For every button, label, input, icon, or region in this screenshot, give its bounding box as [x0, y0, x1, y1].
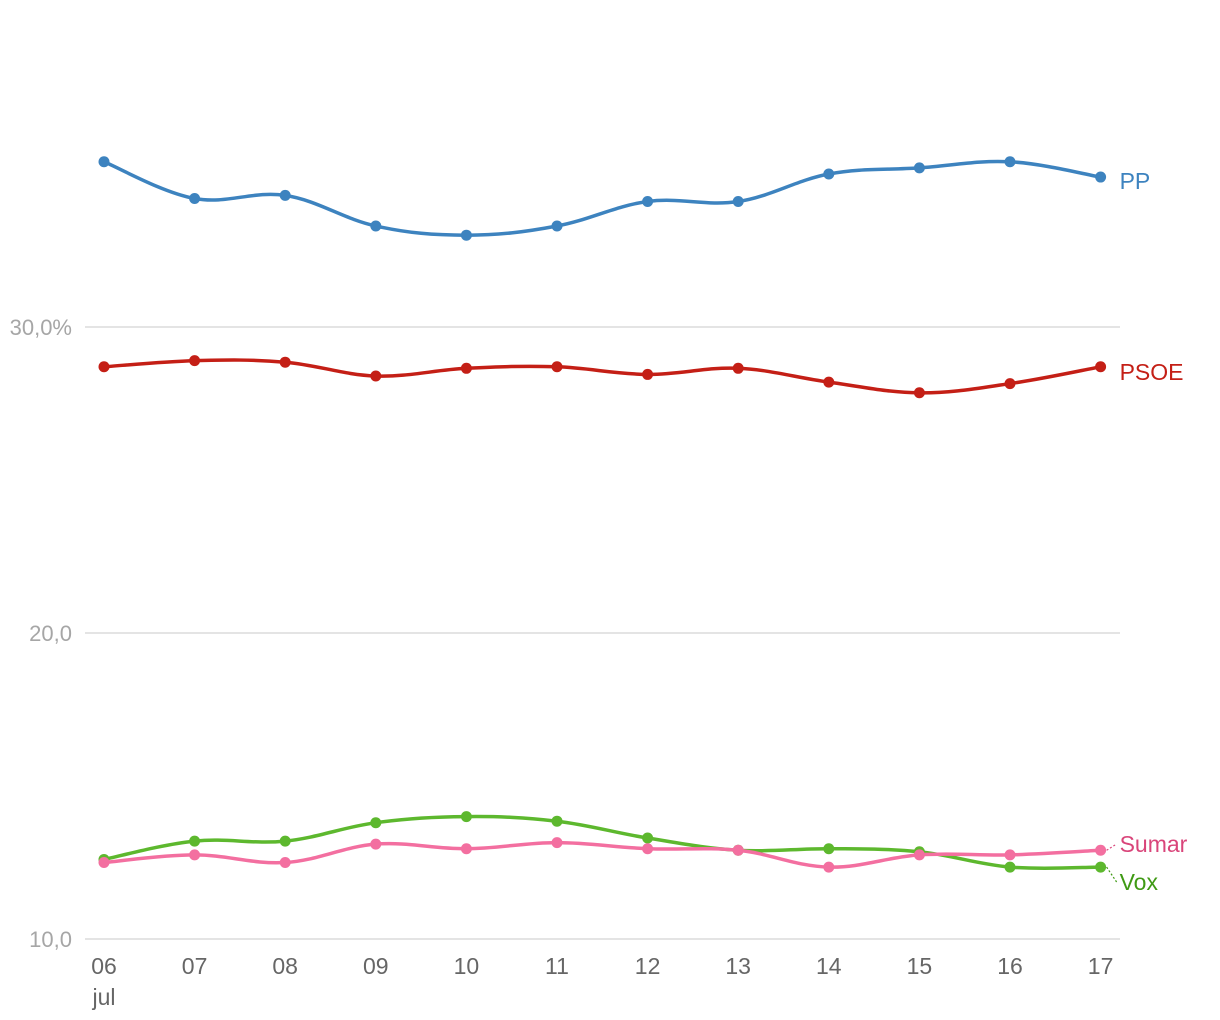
series-vox — [98, 811, 1107, 873]
series-sumar — [98, 837, 1107, 873]
data-point-sumar[interactable] — [279, 857, 291, 868]
data-point-psoe[interactable] — [189, 355, 201, 367]
data-point-psoe[interactable] — [823, 376, 835, 388]
data-point-psoe[interactable] — [98, 361, 110, 373]
data-point-pp[interactable] — [642, 196, 654, 208]
x-tick-sublabel: jul — [91, 984, 115, 1010]
series-label-sumar: Sumar — [1120, 831, 1188, 857]
series-label-vox: Vox — [1120, 869, 1159, 895]
data-point-sumar[interactable] — [98, 857, 110, 868]
data-point-pp[interactable] — [823, 168, 835, 180]
x-tick-label: 07 — [182, 953, 208, 979]
data-point-sumar[interactable] — [370, 838, 382, 850]
data-point-pp[interactable] — [1095, 171, 1107, 183]
data-point-pp[interactable] — [189, 192, 201, 204]
data-point-vox[interactable] — [1004, 861, 1016, 873]
data-point-sumar[interactable] — [460, 843, 472, 855]
series-line-sumar — [102, 840, 1103, 869]
y-axis-ticks: 10,0 20,0 30,0% — [10, 315, 72, 952]
data-point-psoe[interactable] — [913, 387, 925, 399]
x-tick-label: 13 — [725, 953, 751, 979]
data-point-psoe[interactable] — [279, 356, 291, 368]
data-point-vox[interactable] — [189, 835, 201, 847]
data-point-vox[interactable] — [1095, 861, 1107, 873]
x-tick-label: 12 — [635, 953, 661, 979]
data-point-pp[interactable] — [279, 189, 291, 201]
x-tick-label: 17 — [1088, 953, 1114, 979]
data-point-psoe[interactable] — [370, 370, 382, 382]
x-tick-label: 10 — [454, 953, 480, 979]
data-point-psoe[interactable] — [1004, 378, 1016, 390]
data-point-pp[interactable] — [370, 220, 382, 232]
x-tick-label: 16 — [997, 953, 1023, 979]
data-point-pp[interactable] — [460, 229, 472, 241]
x-tick-label: 15 — [907, 953, 933, 979]
data-point-sumar[interactable] — [732, 844, 744, 856]
data-point-pp[interactable] — [551, 220, 563, 232]
data-point-sumar[interactable] — [823, 861, 835, 873]
series-line-pp — [102, 159, 1103, 237]
data-point-sumar[interactable] — [551, 837, 563, 849]
data-point-pp[interactable] — [1004, 156, 1016, 168]
series-psoe — [98, 355, 1107, 399]
data-point-psoe[interactable] — [642, 368, 654, 380]
series-line-psoe — [102, 358, 1103, 395]
label-leader-sumar — [1106, 843, 1117, 851]
series-labels: PP PSOE Vox Sumar — [1106, 168, 1188, 895]
data-point-psoe[interactable] — [732, 362, 744, 374]
x-tick-label: 06 — [91, 953, 117, 979]
x-tick-label: 09 — [363, 953, 389, 979]
series-label-psoe: PSOE — [1120, 359, 1184, 385]
data-point-psoe[interactable] — [551, 361, 563, 373]
series-label-pp: PP — [1120, 168, 1151, 194]
data-point-vox[interactable] — [460, 811, 472, 823]
y-tick-label: 30,0% — [10, 315, 72, 340]
data-point-psoe[interactable] — [1095, 361, 1107, 373]
x-tick-label: 14 — [816, 953, 842, 979]
data-point-pp[interactable] — [913, 162, 925, 174]
data-point-sumar[interactable] — [1004, 849, 1016, 861]
x-axis-ticks: 06 07 08 09 10 11 12 13 14 15 16 17 jul — [91, 953, 1113, 1010]
data-point-sumar[interactable] — [189, 849, 201, 861]
data-point-vox[interactable] — [370, 817, 382, 829]
data-point-sumar[interactable] — [642, 843, 654, 855]
series-lines — [98, 156, 1107, 873]
y-tick-label: 20,0 — [29, 621, 72, 646]
y-tick-label: 10,0 — [29, 927, 72, 952]
data-point-vox[interactable] — [642, 832, 654, 844]
data-point-pp[interactable] — [98, 156, 110, 168]
grid-lines — [85, 326, 1120, 940]
data-point-psoe[interactable] — [460, 362, 472, 374]
x-tick-label: 08 — [272, 953, 298, 979]
data-point-vox[interactable] — [279, 835, 291, 847]
x-tick-label: 11 — [545, 953, 569, 979]
label-leader-vox — [1106, 866, 1118, 883]
series-pp — [98, 156, 1107, 241]
data-point-sumar[interactable] — [913, 849, 925, 861]
data-point-vox[interactable] — [551, 815, 563, 827]
data-point-vox[interactable] — [823, 843, 835, 855]
data-point-pp[interactable] — [732, 196, 744, 208]
data-point-sumar[interactable] — [1095, 844, 1107, 856]
